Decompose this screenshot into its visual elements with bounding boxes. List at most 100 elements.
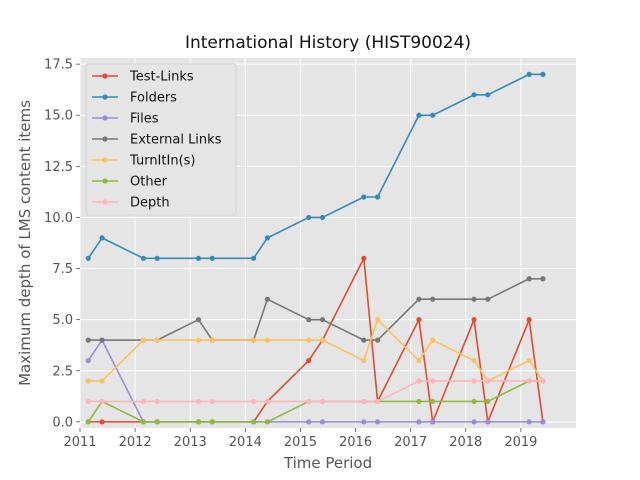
data-point [375, 194, 381, 200]
data-point [306, 357, 312, 364]
data-point [375, 398, 381, 405]
data-point [319, 398, 326, 405]
ticks: 2011 2012 2013 2014 2015 2016 2017 2018 2019 0.0 2… [44, 58, 537, 450]
series-folders [85, 71, 546, 261]
legend-item: Depth [92, 196, 170, 211]
chart-title: International History (HIST90024) [185, 33, 471, 53]
data-point [85, 378, 91, 384]
data-point [209, 337, 215, 343]
data-point [471, 357, 477, 364]
data-point [140, 337, 146, 343]
legend-marker [102, 115, 108, 121]
legend: Test-Links Folders Files External Links Turn… [85, 63, 237, 216]
legend-marker [102, 157, 108, 163]
data-point [361, 194, 367, 200]
x-axis-title: Time Period [283, 454, 372, 472]
data-point [375, 419, 381, 425]
legend-label: TurnItIn(s) [129, 154, 195, 169]
data-point [140, 419, 146, 425]
legend-item: Files [92, 112, 159, 127]
y-axis-title: Maximum depth of LMS content items [16, 100, 34, 386]
data-point [251, 337, 257, 343]
data-point [430, 378, 436, 384]
data-point [361, 398, 367, 405]
data-point [361, 337, 367, 343]
data-point [209, 398, 215, 405]
data-point [416, 378, 422, 384]
legend-marker [102, 94, 108, 100]
data-point [195, 419, 202, 425]
data-point [195, 317, 202, 323]
data-point [251, 398, 257, 405]
legend-label: External Links [130, 133, 222, 148]
y-tick-label: 10.0 [44, 211, 73, 226]
legend-label: Depth [130, 196, 170, 211]
data-point [526, 378, 532, 384]
data-point [251, 255, 257, 261]
data-point [264, 235, 270, 241]
legend-marker [102, 178, 108, 184]
data-point [540, 419, 546, 425]
x-tick-label: 2018 [449, 435, 482, 450]
data-point [540, 71, 546, 77]
data-point [430, 419, 436, 425]
data-point [416, 112, 422, 118]
legend-label: Files [130, 112, 159, 127]
x-tick-label: 2011 [63, 435, 96, 450]
x-tick-label: 2017 [394, 435, 427, 450]
data-point [99, 337, 105, 343]
legend-box [85, 63, 237, 216]
legend-marker [102, 136, 108, 142]
y-tick-label: 2.5 [52, 364, 73, 379]
data-point [430, 112, 436, 118]
data-point [251, 419, 257, 425]
legend-item: Other [92, 175, 168, 190]
data-point [209, 419, 215, 425]
data-point [416, 419, 422, 425]
data-point [306, 419, 312, 425]
data-point [85, 255, 91, 261]
data-point [264, 419, 270, 425]
data-point [264, 398, 270, 405]
grid [79, 58, 576, 428]
data-point [361, 357, 367, 364]
y-tick-label: 7.5 [52, 262, 73, 277]
data-point [154, 337, 160, 343]
data-point [154, 255, 160, 261]
data-point [264, 296, 270, 302]
data-point [375, 337, 381, 343]
data-point [526, 71, 532, 77]
data-point [526, 317, 532, 323]
data-point [361, 255, 367, 261]
data-point [416, 296, 422, 302]
y-tick-label: 12.5 [44, 160, 73, 175]
data-point [140, 398, 146, 405]
data-point [540, 378, 546, 384]
data-point [99, 419, 105, 425]
x-tick-label: 2012 [119, 435, 152, 450]
y-tick-label: 17.5 [44, 58, 73, 73]
legend-item: Folders [92, 91, 177, 106]
data-point [85, 337, 91, 343]
data-point [306, 398, 312, 405]
data-point [195, 337, 202, 343]
data-point [140, 255, 146, 261]
data-point [195, 255, 202, 261]
data-point [471, 378, 477, 384]
data-point [416, 317, 422, 323]
data-point [209, 255, 215, 261]
data-point [85, 419, 91, 425]
data-point [319, 337, 326, 343]
data-point [430, 398, 436, 405]
data-point [85, 398, 91, 405]
y-tick-label: 5.0 [52, 313, 73, 328]
x-tick-label: 2015 [284, 435, 317, 450]
data-point [306, 214, 312, 221]
data-point [471, 317, 477, 323]
legend-label: Other [130, 175, 168, 190]
data-point [416, 398, 422, 405]
data-point [264, 337, 270, 343]
data-point [526, 276, 532, 282]
